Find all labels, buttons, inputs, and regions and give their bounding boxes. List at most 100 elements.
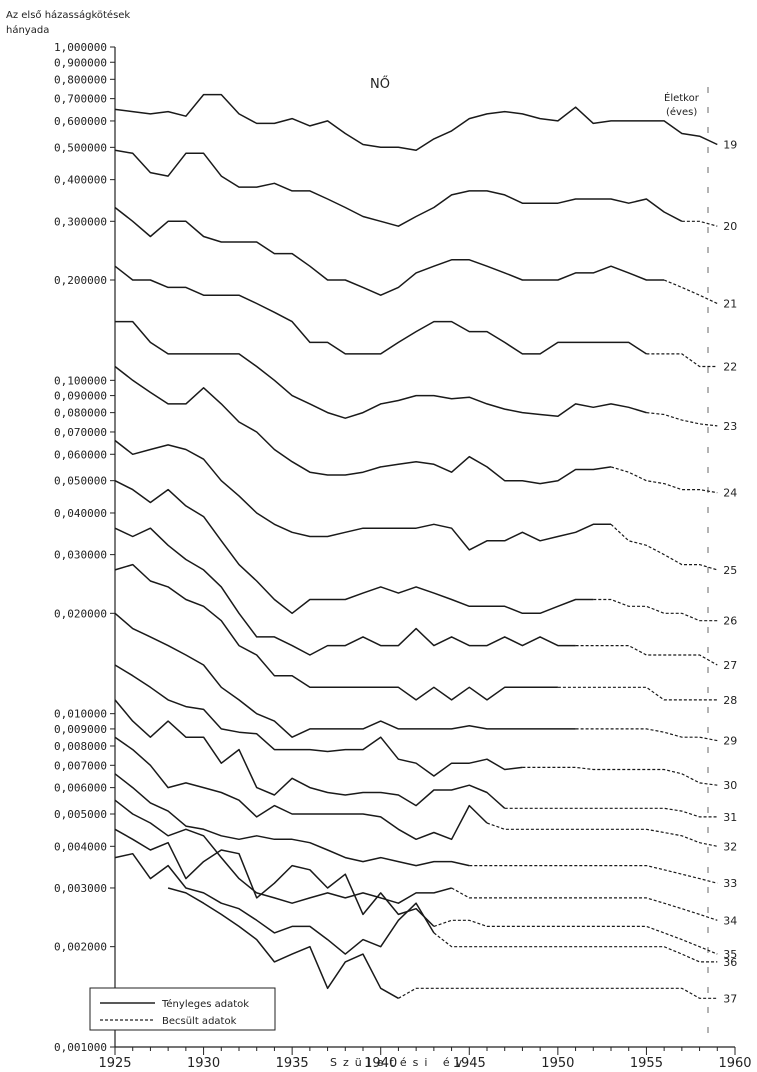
legend: Tényleges adatok Becsült adatok: [89, 987, 276, 1031]
y-tick-label: 0,050000: [54, 475, 107, 488]
series-age-31: [114, 699, 718, 818]
x-tick-label: 1940: [364, 1056, 397, 1071]
series-line-actual: [114, 439, 611, 551]
series-age-35: [114, 828, 718, 955]
y-tick-label: 0,008000: [54, 740, 107, 753]
y-tick-label: 0,090000: [54, 390, 107, 403]
age-label: 21: [723, 298, 737, 311]
series-line-estimated: [486, 822, 718, 847]
series-line-estimated: [557, 686, 718, 701]
series-age-19: [114, 93, 718, 152]
series-line-actual: [167, 887, 399, 999]
series-age-34: [114, 799, 718, 921]
series-line-estimated: [681, 220, 718, 227]
series-line-actual: [114, 828, 435, 927]
y-tick-label: 0,002000: [54, 941, 107, 954]
age-label: 36: [723, 956, 737, 969]
age-label: 25: [723, 564, 737, 577]
y-axis-title: Az első házasságkötések hányada: [6, 9, 130, 36]
x-tick-label: 1930: [187, 1056, 220, 1071]
series-line-estimated: [646, 412, 718, 427]
y-tick-label: 0,400000: [54, 174, 107, 187]
chart-title: NŐ: [370, 76, 390, 92]
series-age-30: [114, 664, 718, 786]
y-tick-label: 1,000000: [54, 41, 107, 54]
series-line-estimated: [610, 466, 718, 494]
series-line-actual: [114, 773, 470, 867]
x-axis: 1925 1930 1935 1940 1945 1950 1955 1960: [98, 1047, 752, 1071]
series-age-33: [114, 773, 718, 884]
age-label: 22: [723, 361, 737, 374]
y-tick-label: 0,005000: [54, 808, 107, 821]
series-line-actual: [114, 527, 576, 656]
series-line-actual: [114, 852, 435, 955]
y-tick-label: 0,200000: [54, 274, 107, 287]
y-tick-label: 0,007000: [54, 759, 107, 772]
age-axis-label-line-2: (éves): [666, 106, 697, 118]
series-age-36: [114, 852, 718, 963]
y-tick-label: 0,003000: [54, 882, 107, 895]
y-tick-label: 0,500000: [54, 141, 107, 154]
series-line-actual: [114, 699, 506, 809]
y-tick-label: 0,001000: [54, 1041, 107, 1054]
age-label: 28: [723, 694, 737, 707]
age-label: 26: [723, 615, 737, 628]
plot-frame: [114, 47, 735, 1048]
series-line-actual: [114, 612, 576, 738]
age-axis-label-line-1: Életkor: [664, 91, 700, 104]
x-tick-label: 1950: [541, 1056, 574, 1071]
legend-estimated-label: Becsült adatok: [162, 1016, 237, 1027]
series-age-22: [114, 265, 718, 368]
series-age-23: [115, 320, 718, 427]
series-age-27: [114, 527, 718, 666]
age-label: 34: [723, 914, 737, 927]
series-line-actual: [114, 265, 647, 355]
series-line-actual: [114, 799, 452, 904]
series-line-estimated: [646, 353, 718, 368]
series-age-37: [167, 887, 718, 999]
series-line-estimated: [398, 987, 718, 999]
x-tick-label: 1960: [718, 1056, 751, 1071]
age-label: 27: [723, 659, 737, 672]
legend-box: [89, 987, 276, 1031]
y-tick-label: 0,700000: [54, 93, 107, 106]
age-label: 33: [723, 877, 737, 890]
y-axis-title-line-1: Az első házasságkötések: [6, 9, 130, 21]
series-line-estimated: [610, 523, 718, 571]
y-tick-label: 0,100000: [54, 374, 107, 387]
series-layer: [114, 93, 718, 999]
y-tick-label: 0,900000: [54, 56, 107, 69]
y-tick-label: 0,080000: [54, 407, 107, 420]
series-age-32: [114, 736, 718, 847]
series-age-28: [114, 563, 718, 701]
series-line-actual: [114, 149, 683, 227]
y-tick-label: 0,300000: [54, 215, 107, 228]
age-label: 32: [723, 840, 737, 853]
y-tick-label: 0,800000: [54, 73, 107, 86]
y-tick-label: 0,070000: [54, 426, 107, 439]
x-axis-title: Születési év: [330, 1056, 468, 1069]
series-age-29: [114, 612, 718, 742]
series-line-estimated: [433, 932, 718, 963]
series-line-actual: [114, 206, 665, 296]
series-line-actual: [114, 93, 718, 152]
series-age-21: [114, 206, 718, 305]
age-label: 24: [723, 487, 737, 500]
y-tick-label: 0,009000: [54, 723, 107, 736]
x-tick-label: 1955: [630, 1056, 663, 1071]
age-label: 29: [723, 735, 737, 748]
series-line-estimated: [593, 598, 718, 622]
age-label: 20: [723, 220, 737, 233]
y-axis-title-line-2: hányada: [6, 24, 49, 36]
y-tick-label: 0,010000: [54, 708, 107, 721]
series-age-24: [114, 365, 718, 494]
y-tick-label: 0,600000: [54, 115, 107, 128]
series-line-actual: [114, 365, 612, 485]
series-line-actual: [114, 736, 488, 841]
series-age-26: [114, 480, 718, 622]
age-label: 37: [723, 992, 737, 1005]
series-line-actual: [114, 664, 523, 777]
y-axis: 1,000000 0,900000 0,800000 0,700000 0,600000…: [54, 41, 115, 1054]
